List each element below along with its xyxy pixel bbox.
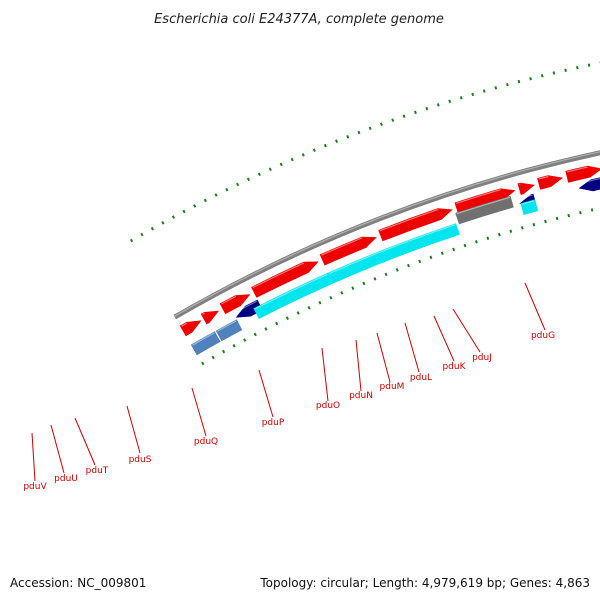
- grey-feature: [455, 195, 514, 225]
- gene-label-pduv: pduV: [23, 482, 47, 492]
- gene-label-pduo: pduO: [316, 401, 340, 411]
- accession-text: Accession: NC_009801: [10, 576, 147, 590]
- cyan-feature-highlight: [254, 273, 328, 310]
- forward-cds-highlight: [221, 295, 237, 305]
- gene-leader-line: [191, 387, 207, 437]
- forward-cds: [517, 182, 535, 195]
- gene-leader-line: [74, 417, 96, 466]
- map-layer: 2251 kbp2252 kbp2253 kbp2254 kbp2255 kbp…: [23, 61, 600, 492]
- forward-cds-highlight: [181, 322, 188, 327]
- forward-cds: [219, 294, 251, 315]
- steel-feature-highlight: [192, 332, 215, 346]
- steel-feature: [215, 319, 243, 342]
- cyan-feature: [253, 272, 333, 319]
- forward-cds-highlight: [202, 312, 205, 315]
- reverse-cds: [578, 177, 600, 192]
- forward-cds: [565, 165, 600, 183]
- forward-cds-highlight: [252, 262, 305, 289]
- cyan-feature: [327, 223, 460, 284]
- gene-leader-line: [126, 405, 141, 454]
- gene-label-pduk: pduK: [442, 362, 466, 372]
- gene-leader-line: [50, 424, 65, 474]
- forward-cds: [319, 236, 377, 266]
- forward-cds-highlight: [321, 237, 363, 256]
- gene-leader-line: [433, 315, 455, 362]
- topology-text: Topology: circular; Length: 4,979,619 bp…: [260, 576, 590, 590]
- gene-leader-line: [321, 347, 329, 402]
- inner-scale-ring: [201, 206, 600, 366]
- forward-cds: [179, 320, 202, 337]
- gene-label-pdug: pduG: [531, 331, 555, 341]
- gene-label-pdup: pduP: [262, 418, 285, 428]
- forward-cds-highlight: [538, 175, 549, 180]
- gene-label-pdul: pduL: [410, 373, 432, 383]
- reverse-cds-highlight: [578, 177, 600, 184]
- reverse-cds-highlight: [519, 194, 533, 200]
- gene-leader-line: [524, 282, 546, 331]
- forward-cds-highlight: [379, 208, 439, 232]
- gene-label-pdus: pduS: [129, 455, 152, 465]
- gene-leader-line: [376, 332, 391, 383]
- forward-cds-highlight: [566, 166, 588, 173]
- steel-feature: [190, 331, 221, 356]
- gene-label-pdut: pduT: [86, 466, 109, 476]
- gene-leader-line: [258, 369, 274, 418]
- forward-cds-highlight: [455, 188, 501, 204]
- forward-cds: [200, 310, 220, 325]
- reverse-cds-highlight: [234, 300, 258, 314]
- cyan-feature: [520, 199, 539, 215]
- forward-cds: [537, 175, 564, 190]
- forward-cds: [251, 261, 319, 298]
- gene-leader-line: [404, 322, 420, 373]
- gene-label-pduj: pduJ: [472, 353, 492, 363]
- forward-cds: [454, 188, 516, 214]
- genome-backbone: [173, 150, 600, 320]
- gene-label-pdum: pduM: [380, 382, 405, 392]
- gene-leader-line: [452, 308, 481, 353]
- forward-cds: [378, 208, 453, 242]
- grey-feature-highlight: [456, 196, 510, 215]
- gene-leader-line: [355, 339, 362, 392]
- genome-backbone-highlight: [173, 151, 600, 317]
- gene-label-pdun: pduN: [349, 391, 373, 401]
- gene-label-pduu: pduU: [54, 474, 78, 484]
- steel-feature-highlight: [217, 320, 237, 332]
- gene-leader-line: [31, 432, 36, 482]
- cyan-feature-highlight: [521, 200, 535, 205]
- genome-title: Escherichia coli E24377A, complete genom…: [154, 12, 444, 27]
- cyan-feature-highlight: [329, 224, 456, 274]
- gene-label-pduq: pduQ: [194, 437, 218, 447]
